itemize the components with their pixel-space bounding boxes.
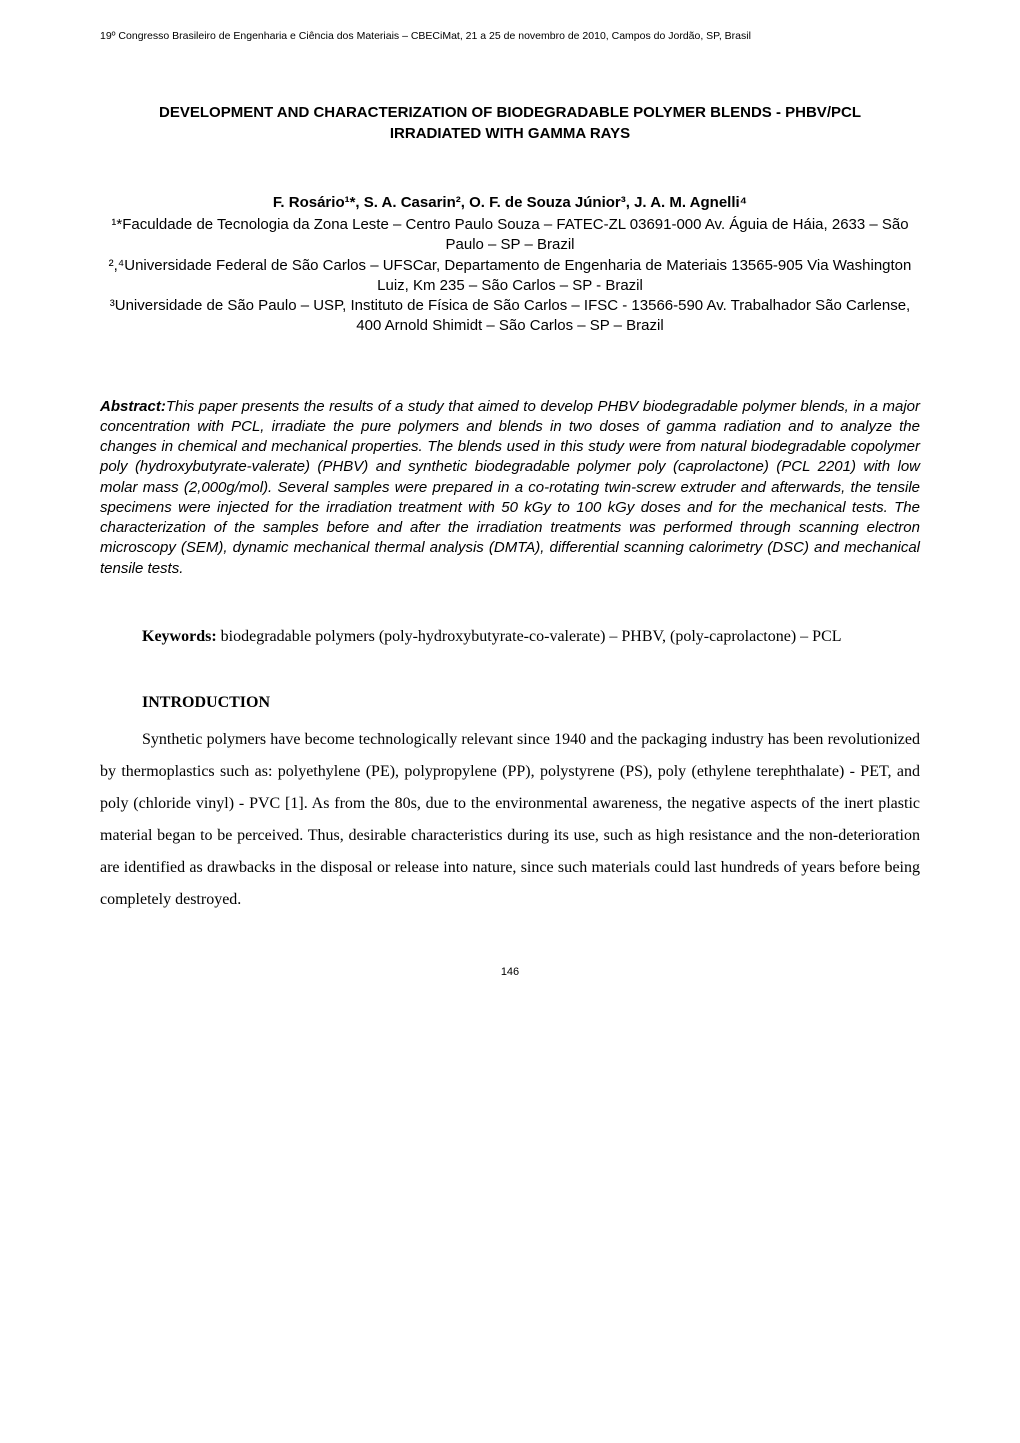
abstract-text: This paper presents the results of a stu… [100, 398, 920, 577]
page-container: 19º Congresso Brasileiro de Engenharia e… [0, 0, 1020, 1038]
section-heading-introduction: INTRODUCTION [100, 694, 920, 712]
paper-title: DEVELOPMENT AND CHARACTERIZATION OF BIOD… [100, 102, 920, 144]
page-number: 146 [100, 966, 920, 978]
authors-line: F. Rosário¹*, S. A. Casarin², O. F. de S… [100, 194, 920, 211]
keywords-block: Keywords: biodegradable polymers (poly-h… [100, 619, 920, 654]
conference-header: 19º Congresso Brasileiro de Engenharia e… [100, 30, 920, 42]
introduction-body: Synthetic polymers have become technolog… [100, 724, 920, 916]
keywords-label: Keywords: [142, 628, 217, 645]
abstract-block: Abstract:This paper presents the results… [100, 397, 920, 579]
affiliations-block: ¹*Faculdade de Tecnologia da Zona Leste … [100, 215, 920, 337]
keywords-text: biodegradable polymers (poly-hydroxybuty… [217, 628, 842, 645]
abstract-label: Abstract: [100, 398, 166, 415]
